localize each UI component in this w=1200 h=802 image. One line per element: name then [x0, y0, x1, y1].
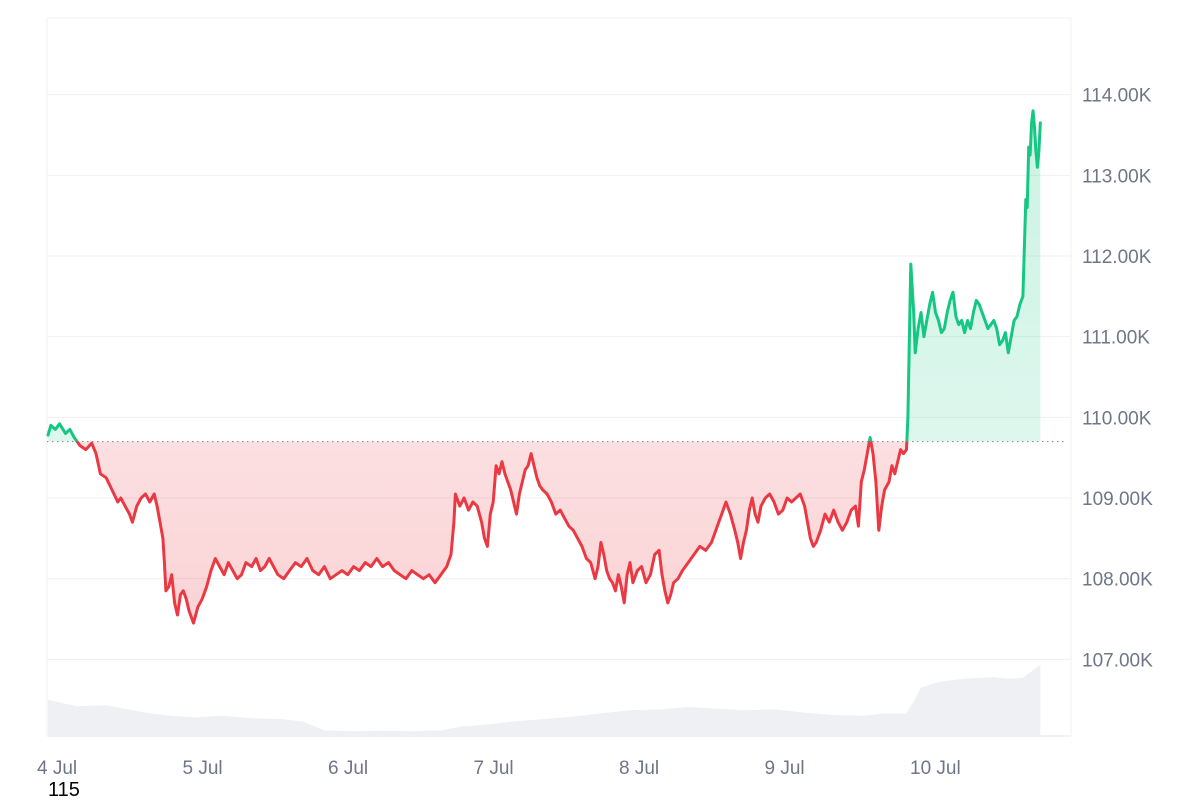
y-tick-label: 110.00K	[1082, 408, 1152, 429]
y-axis-ticks: 107.00K 108.00K 109.00K 110.00K 111.00K 112.0…	[1082, 86, 1153, 672]
x-tick-label: 6 Jul	[328, 758, 368, 779]
y-tick-label: 114.00K	[1082, 86, 1152, 107]
x-tick-label: 10 Jul	[910, 758, 961, 779]
bottom-left-number: 115	[48, 779, 80, 801]
x-tick-label: 7 Jul	[474, 758, 514, 779]
x-tick-label: 9 Jul	[765, 758, 805, 779]
y-tick-label: 107.00K	[1082, 650, 1153, 671]
price-fill	[47, 110, 1066, 624]
price-fill-below	[77, 441, 907, 624]
y-tick-label: 113.00K	[1082, 166, 1152, 187]
volume-area	[48, 665, 1041, 736]
y-tick-label: 108.00K	[1082, 570, 1153, 591]
price-line-below	[75, 441, 909, 625]
price-fill-above	[48, 110, 1041, 442]
price-line	[46, 109, 1042, 625]
x-tick-label: 5 Jul	[183, 758, 223, 779]
x-tick-label: 8 Jul	[619, 758, 659, 779]
x-axis-ticks: 4 Jul 5 Jul 6 Jul 7 Jul 8 Jul 9 Jul 10 Jul	[37, 758, 961, 779]
volume-area-shape	[48, 665, 1041, 736]
x-tick-label: 4 Jul	[37, 758, 77, 779]
y-tick-label: 112.00K	[1082, 247, 1152, 268]
y-tick-label: 111.00K	[1082, 328, 1150, 349]
y-tick-label: 109.00K	[1082, 489, 1153, 510]
price-line-above	[46, 109, 1042, 442]
